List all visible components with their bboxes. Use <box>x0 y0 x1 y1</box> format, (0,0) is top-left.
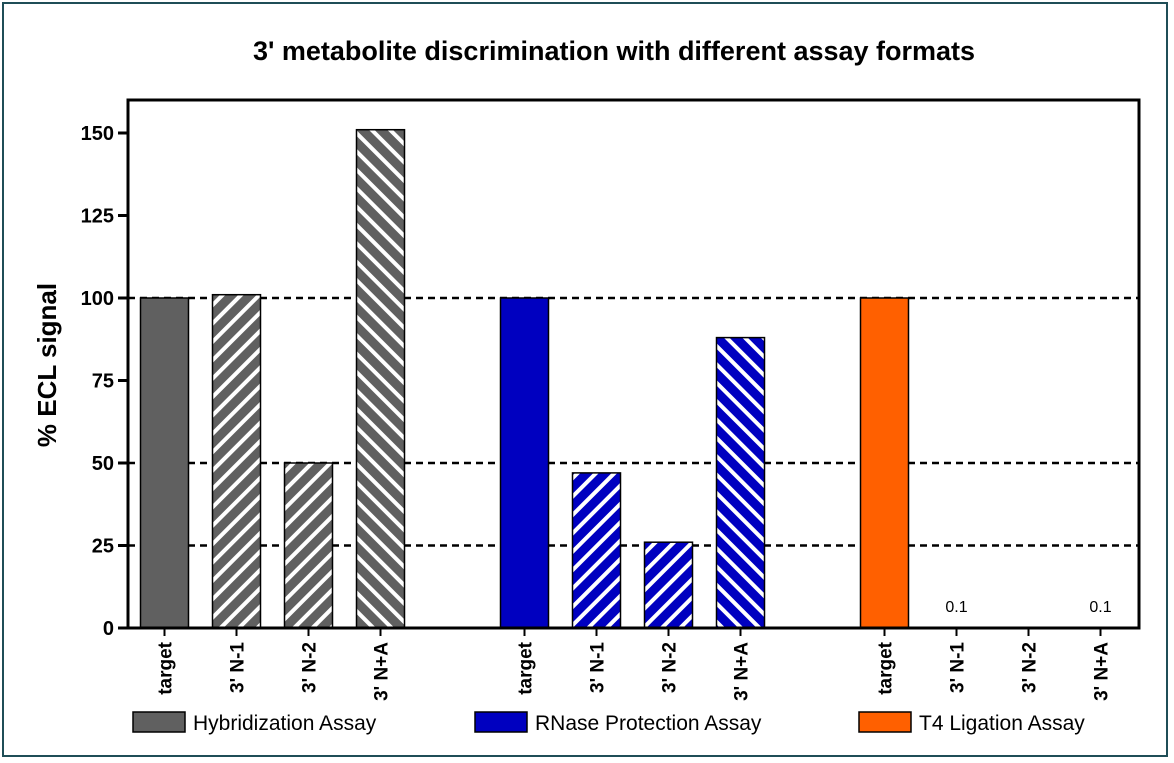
bar <box>571 472 622 629</box>
x-tick-label: 3' N-1 <box>588 642 609 693</box>
y-tick-label: 125 <box>81 206 114 228</box>
x-tick-label: 3' N+A <box>732 642 753 701</box>
value-labels: 0.1 0.1 <box>945 599 1111 616</box>
data-label: 0.1 <box>1089 599 1111 616</box>
bars <box>139 128 910 629</box>
bar <box>355 128 406 629</box>
y-axis-ticks: 0 25 50 75 100 125 150 <box>81 123 128 640</box>
y-tick-label: 0 <box>103 618 114 640</box>
legend-swatch <box>474 711 528 733</box>
y-tick-label: 75 <box>92 371 114 393</box>
bar <box>211 293 262 629</box>
x-tick-label: 3' N-2 <box>300 642 321 693</box>
data-label: 0.1 <box>945 599 967 616</box>
y-tick-label: 100 <box>81 288 114 310</box>
legend-label: Hybridization Assay <box>193 712 377 735</box>
x-axis-ticks: target 3' N-1 3' N-2 3' N+A target 3' N-1 3' N… <box>156 628 1113 701</box>
bar <box>643 541 694 629</box>
bar <box>715 336 766 629</box>
bar <box>283 462 334 629</box>
bar <box>139 297 190 629</box>
x-tick-label: target <box>516 641 537 694</box>
legend-swatch <box>132 711 186 733</box>
x-tick-label: target <box>156 641 177 694</box>
chart-title: 3' metabolite discrimination with differ… <box>253 36 975 66</box>
legend: Hybridization Assay RNase Protection Assa… <box>132 711 1085 735</box>
legend-label: T4 Ligation Assay <box>919 712 1085 735</box>
y-tick-label: 50 <box>92 453 114 475</box>
y-tick-label: 150 <box>81 123 114 145</box>
legend-label: RNase Protection Assay <box>535 712 762 735</box>
bar <box>859 297 910 629</box>
y-tick-label: 25 <box>92 536 114 558</box>
x-tick-label: 3' N+A <box>372 642 393 701</box>
legend-swatch <box>858 711 912 733</box>
x-tick-label: target <box>876 641 897 694</box>
y-axis-label: % ECL signal <box>32 283 62 447</box>
plot-area <box>126 98 1141 630</box>
reference-lines <box>128 296 1139 547</box>
x-tick-label: 3' N+A <box>1092 642 1113 701</box>
bar <box>499 297 550 629</box>
x-tick-label: 3' N-2 <box>1020 642 1041 693</box>
x-tick-label: 3' N-2 <box>660 642 681 693</box>
x-tick-label: 3' N-1 <box>948 642 969 693</box>
x-tick-label: 3' N-1 <box>228 642 249 693</box>
